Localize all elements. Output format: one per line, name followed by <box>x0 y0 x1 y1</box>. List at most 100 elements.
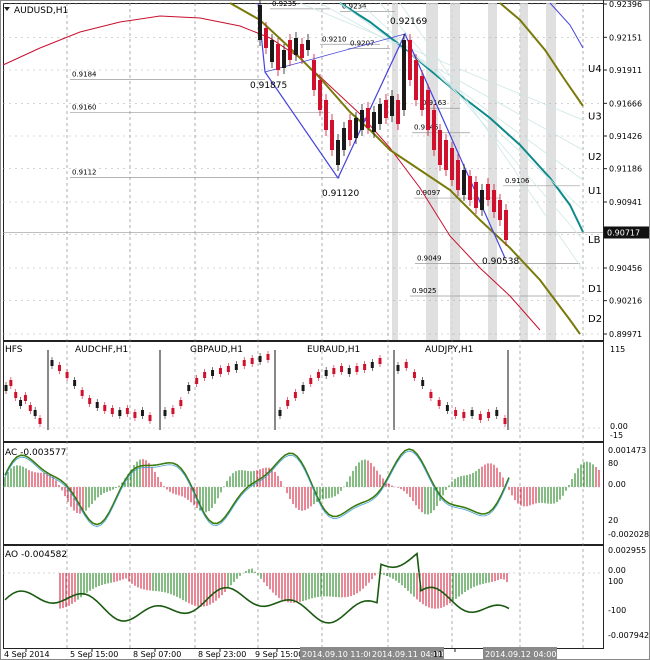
candle-body <box>396 100 400 124</box>
candle-body <box>324 100 328 130</box>
candle-body <box>444 140 448 170</box>
candle-body <box>486 184 490 200</box>
candle-body <box>474 182 478 208</box>
candle-body <box>282 50 286 68</box>
fib-level-label: 0.9049 <box>417 254 442 262</box>
candle-body <box>384 100 388 118</box>
ao-indicator-title: AO -0.004582 <box>5 550 67 560</box>
candle-body <box>366 108 370 128</box>
session-band <box>392 3 398 340</box>
time-axis-label: 11 <box>433 650 443 659</box>
channel-line <box>339 2 584 181</box>
level-label-u4: U4 <box>588 64 602 75</box>
time-crosshair-box <box>300 647 374 659</box>
channel-line <box>299 2 584 121</box>
candle-body <box>294 38 298 55</box>
ac-indicator-title: AC -0.003577 <box>5 448 66 458</box>
candle-body <box>372 112 376 132</box>
candle-body <box>390 96 394 116</box>
hfs-scale-bottom: -15 <box>610 431 623 440</box>
ac-scale-80: 80 <box>608 459 618 468</box>
hfs-pair-audchf: AUDCHF,H1 <box>75 345 128 355</box>
price-axis-label: 0.89971 <box>609 330 642 339</box>
candle-body <box>462 170 466 195</box>
candle-body <box>258 5 262 40</box>
time-axis-label: 5 Sep 15:00 <box>70 650 118 659</box>
fib-level-label: 0.9112 <box>72 169 97 177</box>
fib-level-label: 0.9106 <box>505 177 530 185</box>
ac-secondary-line <box>4 450 510 527</box>
candle-body <box>342 128 346 150</box>
candle-body <box>378 104 382 124</box>
chart-dropdown-icon[interactable] <box>4 7 10 11</box>
price-axis-label: 0.91426 <box>609 132 642 141</box>
candle-body <box>402 40 406 110</box>
pivot-price-label: 0.92169 <box>390 17 427 27</box>
candle-body <box>492 190 496 212</box>
level-label-lb: LB <box>588 235 601 246</box>
moving-average-teal <box>339 2 584 233</box>
candle-body <box>438 130 442 165</box>
price-axis-label: 0.91186 <box>609 165 642 174</box>
candle-body <box>450 148 454 180</box>
price-axis-label: 0.91666 <box>609 99 642 108</box>
main-chart-title: AUDUSD,H1 <box>14 6 68 16</box>
channel-line <box>319 2 584 151</box>
fib-level-label: 0.9235 <box>272 0 297 8</box>
candle-body <box>468 176 472 200</box>
fib-level-label: 0.9184 <box>72 71 97 79</box>
time-axis-label: 8 Sep 07:00 <box>133 650 181 659</box>
panel-i1 <box>3 341 604 442</box>
level-label-d2: D2 <box>588 314 602 325</box>
candle-body <box>264 28 268 48</box>
moving-average-olive-upper <box>499 2 584 107</box>
ac-scale-20: 20 <box>608 516 618 525</box>
ac-scale-zero: 0.00 <box>608 480 626 489</box>
fib-level-label: 0.9210 <box>322 35 347 43</box>
zigzag-line <box>257 2 506 259</box>
trend-line-blue <box>549 2 584 49</box>
time-axis-label: 9 Sep 15:00 <box>255 650 303 659</box>
ao-line <box>4 552 510 624</box>
pivot-price-label: 0.90538 <box>482 257 519 267</box>
candle-body <box>312 60 316 90</box>
candle-body <box>456 160 460 190</box>
ao-scale-zero: 0.00 <box>608 566 626 575</box>
panel-main <box>3 3 604 341</box>
candle-body <box>318 80 322 110</box>
candle-body <box>480 190 484 210</box>
candle-body <box>336 140 340 165</box>
time-axis-label: 2014.09.11 04:00 <box>372 650 443 659</box>
candle-body <box>276 44 280 70</box>
time-axis-label: 2014.09.12 04:00 <box>485 650 556 659</box>
level-label-u1: U1 <box>588 186 602 197</box>
level-label-u3: U3 <box>588 111 602 122</box>
price-axis-label: 0.90216 <box>609 297 642 306</box>
candle-body <box>348 120 352 140</box>
fib-level-label: 0.9207 <box>350 39 375 47</box>
hfs-pair-gbpaud: GBPAUD,H1 <box>190 345 243 355</box>
candle-body <box>426 90 430 130</box>
pivot-price-label: 0.91875 <box>250 81 287 91</box>
session-band <box>546 3 556 340</box>
candle-body <box>504 210 508 240</box>
candle-body <box>288 40 292 60</box>
candle-body <box>432 110 436 150</box>
hfs-indicator-title: HFS <box>5 345 23 355</box>
ao-scale-minus100: -100 <box>608 606 626 615</box>
zigzag-shoulder <box>264 33 406 73</box>
ac-scale-bottom: -0.002028 <box>608 530 649 539</box>
candle-body <box>306 40 310 50</box>
fib-level-label: 0.9097 <box>416 189 441 197</box>
session-band <box>450 3 460 340</box>
current-price-box <box>604 226 649 239</box>
ac-signal-line <box>4 448 510 526</box>
candle-body <box>354 118 358 138</box>
candle-body <box>360 110 364 130</box>
panel-i2 <box>3 442 604 545</box>
price-axis-label: 0.92151 <box>609 33 642 42</box>
fib-level-label: 0.9025 <box>412 287 437 295</box>
candle-body <box>330 120 334 150</box>
